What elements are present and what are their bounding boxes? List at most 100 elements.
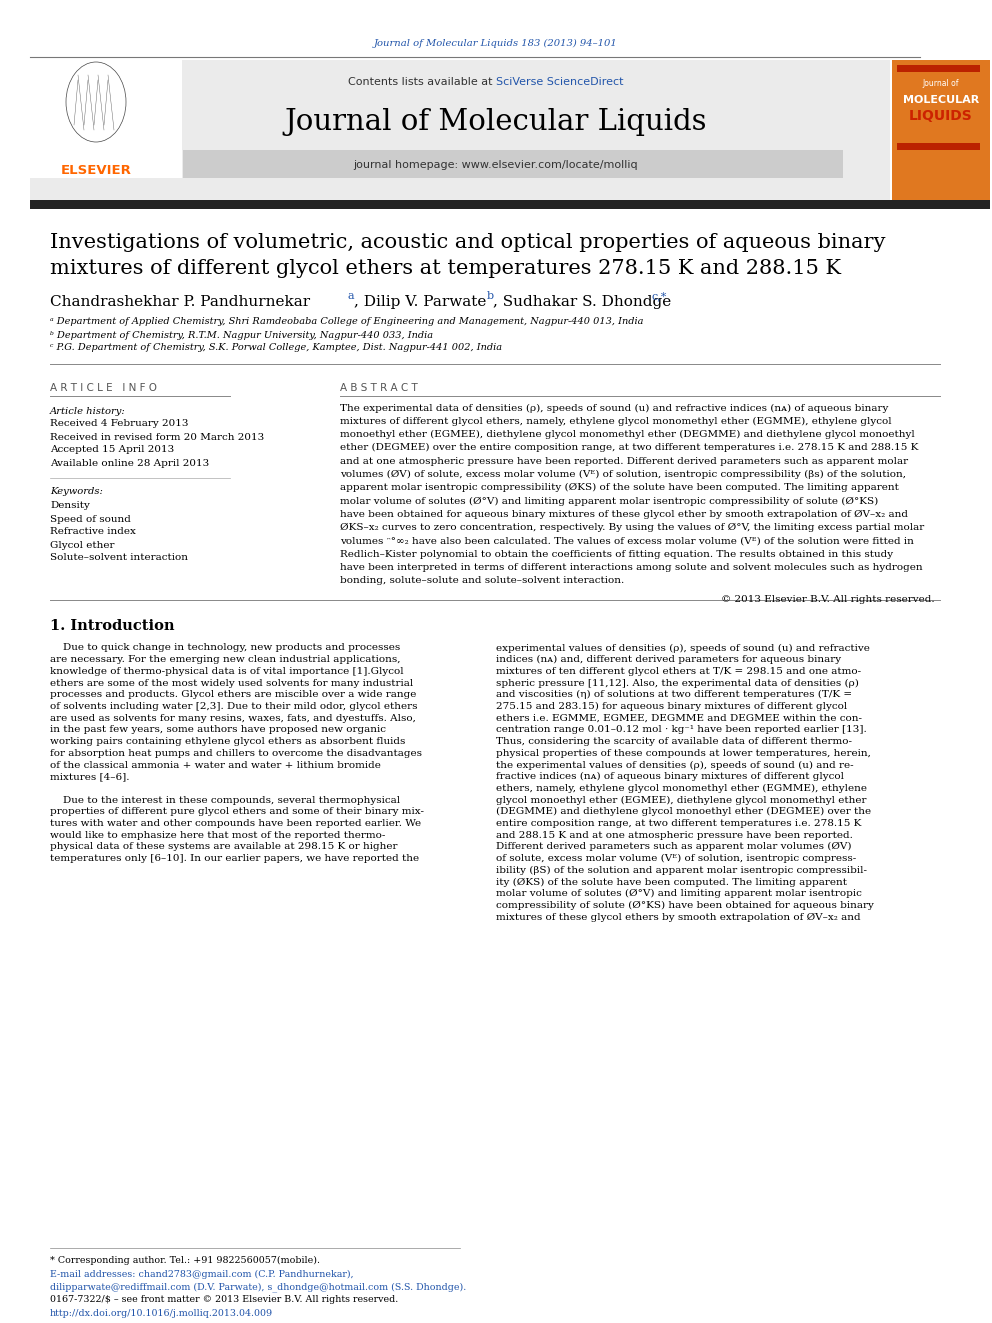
Text: working pairs containing ethylene glycol ethers as absorbent fluids: working pairs containing ethylene glycol… — [50, 737, 406, 746]
Text: A R T I C L E   I N F O: A R T I C L E I N F O — [50, 382, 157, 393]
Text: Journal of: Journal of — [923, 79, 959, 89]
Text: are necessary. For the emerging new clean industrial applications,: are necessary. For the emerging new clea… — [50, 655, 401, 664]
Text: Different derived parameters such as apparent molar volumes (ØV): Different derived parameters such as app… — [496, 843, 851, 852]
Text: Redlich–Kister polynomial to obtain the coefficients of fitting equation. The re: Redlich–Kister polynomial to obtain the … — [340, 550, 893, 558]
Text: apparent molar isentropic compressibility (ØKS) of the solute have been computed: apparent molar isentropic compressibilit… — [340, 483, 899, 492]
Bar — [897, 143, 980, 149]
Text: LIQUIDS: LIQUIDS — [909, 108, 973, 123]
Text: and viscosities (η) of solutions at two different temperatures (T/K =: and viscosities (η) of solutions at two … — [496, 691, 852, 700]
Text: Refractive index: Refractive index — [50, 528, 136, 537]
Text: Chandrashekhar P. Pandhurnekar: Chandrashekhar P. Pandhurnekar — [50, 295, 315, 310]
Text: volumes (ØV) of solute, excess molar volume (Vᴱ) of solution, isentropic compres: volumes (ØV) of solute, excess molar vol… — [340, 470, 906, 479]
Text: Available online 28 April 2013: Available online 28 April 2013 — [50, 459, 209, 467]
Text: experimental values of densities (ρ), speeds of sound (u) and refractive: experimental values of densities (ρ), sp… — [496, 643, 870, 652]
Text: have been obtained for aqueous binary mixtures of these glycol ether by smooth e: have been obtained for aqueous binary mi… — [340, 509, 908, 519]
Text: mixtures [4–6].: mixtures [4–6]. — [50, 773, 130, 781]
Text: processes and products. Glycol ethers are miscible over a wide range: processes and products. Glycol ethers ar… — [50, 691, 417, 700]
Text: A B S T R A C T: A B S T R A C T — [340, 382, 418, 393]
Text: E-mail addresses: chand2783@gmail.com (C.P. Pandhurnekar),: E-mail addresses: chand2783@gmail.com (C… — [50, 1270, 353, 1278]
Text: would like to emphasize here that most of the reported thermo-: would like to emphasize here that most o… — [50, 831, 385, 840]
Text: SciVerse ScienceDirect: SciVerse ScienceDirect — [496, 77, 624, 87]
Text: http://dx.doi.org/10.1016/j.molliq.2013.04.009: http://dx.doi.org/10.1016/j.molliq.2013.… — [50, 1308, 273, 1318]
Text: in the past few years, some authors have proposed new organic: in the past few years, some authors have… — [50, 725, 386, 734]
Text: physical properties of these compounds at lower temperatures, herein,: physical properties of these compounds a… — [496, 749, 871, 758]
Text: of the classical ammonia + water and water + lithium bromide: of the classical ammonia + water and wat… — [50, 761, 381, 770]
Text: entire composition range, at two different temperatures i.e. 278.15 K: entire composition range, at two differe… — [496, 819, 861, 828]
Text: Received 4 February 2013: Received 4 February 2013 — [50, 419, 188, 429]
Bar — [30, 200, 990, 209]
Bar — [892, 60, 990, 200]
Text: 1. Introduction: 1. Introduction — [50, 619, 175, 632]
Text: b: b — [487, 291, 494, 302]
Bar — [30, 60, 890, 200]
Text: Due to the interest in these compounds, several thermophysical: Due to the interest in these compounds, … — [50, 795, 400, 804]
Text: Density: Density — [50, 501, 90, 511]
Text: Contents lists available at: Contents lists available at — [348, 77, 496, 87]
Text: ELSEVIER: ELSEVIER — [61, 164, 131, 176]
Text: of solute, excess molar volume (Vᴱ) of solution, isentropic compress-: of solute, excess molar volume (Vᴱ) of s… — [496, 855, 856, 863]
Text: Investigations of volumetric, acoustic and optical properties of aqueous binary: Investigations of volumetric, acoustic a… — [50, 233, 886, 251]
Text: Received in revised form 20 March 2013: Received in revised form 20 March 2013 — [50, 433, 264, 442]
Text: ᶜ P.G. Department of Chemistry, S.K. Porwal College, Kamptee, Dist. Nagpur-441 0: ᶜ P.G. Department of Chemistry, S.K. Por… — [50, 344, 502, 352]
Text: physical data of these systems are available at 298.15 K or higher: physical data of these systems are avail… — [50, 843, 398, 852]
Text: Journal of Molecular Liquids 183 (2013) 94–101: Journal of Molecular Liquids 183 (2013) … — [374, 38, 618, 48]
Text: fractive indices (nᴀ) of aqueous binary mixtures of different glycol: fractive indices (nᴀ) of aqueous binary … — [496, 773, 844, 782]
Text: centration range 0.01–0.12 mol · kg⁻¹ have been reported earlier [13].: centration range 0.01–0.12 mol · kg⁻¹ ha… — [496, 725, 867, 734]
Text: and at one atmospheric pressure have been reported. Different derived parameters: and at one atmospheric pressure have bee… — [340, 456, 908, 466]
Text: ether (DEGMEE) over the entire composition range, at two different temperatures : ether (DEGMEE) over the entire compositi… — [340, 443, 919, 452]
Text: mixtures of different glycol ethers, namely, ethylene glycol monomethyl ether (E: mixtures of different glycol ethers, nam… — [340, 417, 892, 426]
Text: 275.15 and 283.15) for aqueous binary mixtures of different glycol: 275.15 and 283.15) for aqueous binary mi… — [496, 703, 847, 710]
Text: of solvents including water [2,3]. Due to their mild odor, glycol ethers: of solvents including water [2,3]. Due t… — [50, 703, 418, 710]
Text: ity (ØKS) of the solute have been computed. The limiting apparent: ity (ØKS) of the solute have been comput… — [496, 877, 847, 886]
Text: and 288.15 K and at one atmospheric pressure have been reported.: and 288.15 K and at one atmospheric pres… — [496, 831, 853, 840]
Text: ØKS–x₂ curves to zero concentration, respectively. By using the values of Ø°V, t: ØKS–x₂ curves to zero concentration, res… — [340, 523, 925, 532]
Text: dilipparwate@rediffmail.com (D.V. Parwate), s_dhondge@hotmail.com (S.S. Dhondge): dilipparwate@rediffmail.com (D.V. Parwat… — [50, 1282, 466, 1291]
Text: compressibility of solute (Ø°KS) have been obtained for aqueous binary: compressibility of solute (Ø°KS) have be… — [496, 901, 874, 910]
Text: , Sudhakar S. Dhondge: , Sudhakar S. Dhondge — [493, 295, 677, 310]
Bar — [897, 65, 980, 71]
Text: mixtures of ten different glycol ethers at T/K = 298.15 and one atmo-: mixtures of ten different glycol ethers … — [496, 667, 861, 676]
Text: ethers, namely, ethylene glycol monomethyl ether (EGMME), ethylene: ethers, namely, ethylene glycol monometh… — [496, 783, 867, 792]
Text: The experimental data of densities (ρ), speeds of sound (u) and refractive indic: The experimental data of densities (ρ), … — [340, 404, 889, 413]
Text: monoethyl ether (EGMEE), diethylene glycol monomethyl ether (DEGMME) and diethyl: monoethyl ether (EGMEE), diethylene glyc… — [340, 430, 915, 439]
Bar — [183, 149, 843, 179]
Text: Article history:: Article history: — [50, 406, 126, 415]
Text: volumes ᵔ°∞₂ have also been calculated. The values of excess molar volume (Vᴱ) o: volumes ᵔ°∞₂ have also been calculated. … — [340, 537, 914, 545]
Text: bonding, solute–solute and solute–solvent interaction.: bonding, solute–solute and solute–solven… — [340, 577, 624, 585]
Text: , Dilip V. Parwate: , Dilip V. Parwate — [354, 295, 491, 310]
Text: © 2013 Elsevier B.V. All rights reserved.: © 2013 Elsevier B.V. All rights reserved… — [721, 595, 935, 603]
Text: (DEGMME) and diethylene glycol monoethyl ether (DEGMEE) over the: (DEGMME) and diethylene glycol monoethyl… — [496, 807, 871, 816]
Text: are used as solvents for many resins, waxes, fats, and dyestuffs. Also,: are used as solvents for many resins, wa… — [50, 713, 416, 722]
Text: mixtures of these glycol ethers by smooth extrapolation of ØV–x₂ and: mixtures of these glycol ethers by smoot… — [496, 913, 861, 922]
Text: ethers are some of the most widely used solvents for many industrial: ethers are some of the most widely used … — [50, 679, 414, 688]
Text: Due to quick change in technology, new products and processes: Due to quick change in technology, new p… — [50, 643, 400, 652]
Text: journal homepage: www.elsevier.com/locate/molliq: journal homepage: www.elsevier.com/locat… — [354, 160, 638, 169]
Text: MOLECULAR: MOLECULAR — [903, 95, 979, 105]
Text: have been interpreted in terms of different interactions among solute and solven: have been interpreted in terms of differ… — [340, 564, 923, 572]
Text: tures with water and other compounds have been reported earlier. We: tures with water and other compounds hav… — [50, 819, 422, 828]
Text: knowledge of thermo-physical data is of vital importance [1].Glycol: knowledge of thermo-physical data is of … — [50, 667, 404, 676]
Text: spheric pressure [11,12]. Also, the experimental data of densities (ρ): spheric pressure [11,12]. Also, the expe… — [496, 679, 859, 688]
Text: properties of different pure glycol ethers and some of their binary mix-: properties of different pure glycol ethe… — [50, 807, 424, 816]
Text: Solute–solvent interaction: Solute–solvent interaction — [50, 553, 188, 562]
Text: Glycol ether: Glycol ether — [50, 541, 114, 549]
Text: * Corresponding author. Tel.: +91 9822560057(mobile).: * Corresponding author. Tel.: +91 982256… — [50, 1256, 320, 1265]
Text: molar volume of solutes (Ø°V) and limiting apparent molar isentropic compressibi: molar volume of solutes (Ø°V) and limiti… — [340, 496, 878, 505]
Text: ibility (βS) of the solution and apparent molar isentropic compressibil-: ibility (βS) of the solution and apparen… — [496, 865, 867, 875]
Text: a: a — [348, 291, 354, 302]
Text: ethers i.e. EGMME, EGMEE, DEGMME and DEGMEE within the con-: ethers i.e. EGMME, EGMEE, DEGMME and DEG… — [496, 713, 862, 722]
Text: Accepted 15 April 2013: Accepted 15 April 2013 — [50, 446, 175, 455]
Text: ᵇ Department of Chemistry, R.T.M. Nagpur University, Nagpur-440 033, India: ᵇ Department of Chemistry, R.T.M. Nagpur… — [50, 331, 434, 340]
Text: c,*: c,* — [651, 291, 667, 302]
Text: 0167-7322/$ – see front matter © 2013 Elsevier B.V. All rights reserved.: 0167-7322/$ – see front matter © 2013 El… — [50, 1295, 398, 1304]
Text: molar volume of solutes (Ø°V) and limiting apparent molar isentropic: molar volume of solutes (Ø°V) and limiti… — [496, 889, 862, 898]
Bar — [30, 60, 182, 179]
Text: indices (nᴀ) and, different derived parameters for aqueous binary: indices (nᴀ) and, different derived para… — [496, 655, 841, 664]
Text: Thus, considering the scarcity of available data of different thermo-: Thus, considering the scarcity of availa… — [496, 737, 852, 746]
Text: for absorption heat pumps and chillers to overcome the disadvantages: for absorption heat pumps and chillers t… — [50, 749, 422, 758]
Text: Speed of sound: Speed of sound — [50, 515, 131, 524]
Text: Journal of Molecular Liquids: Journal of Molecular Liquids — [285, 108, 707, 136]
Text: mixtures of different glycol ethers at temperatures 278.15 K and 288.15 K: mixtures of different glycol ethers at t… — [50, 258, 841, 278]
Text: the experimental values of densities (ρ), speeds of sound (u) and re-: the experimental values of densities (ρ)… — [496, 761, 854, 770]
Text: glycol monoethyl ether (EGMEE), diethylene glycol monomethyl ether: glycol monoethyl ether (EGMEE), diethyle… — [496, 795, 866, 804]
